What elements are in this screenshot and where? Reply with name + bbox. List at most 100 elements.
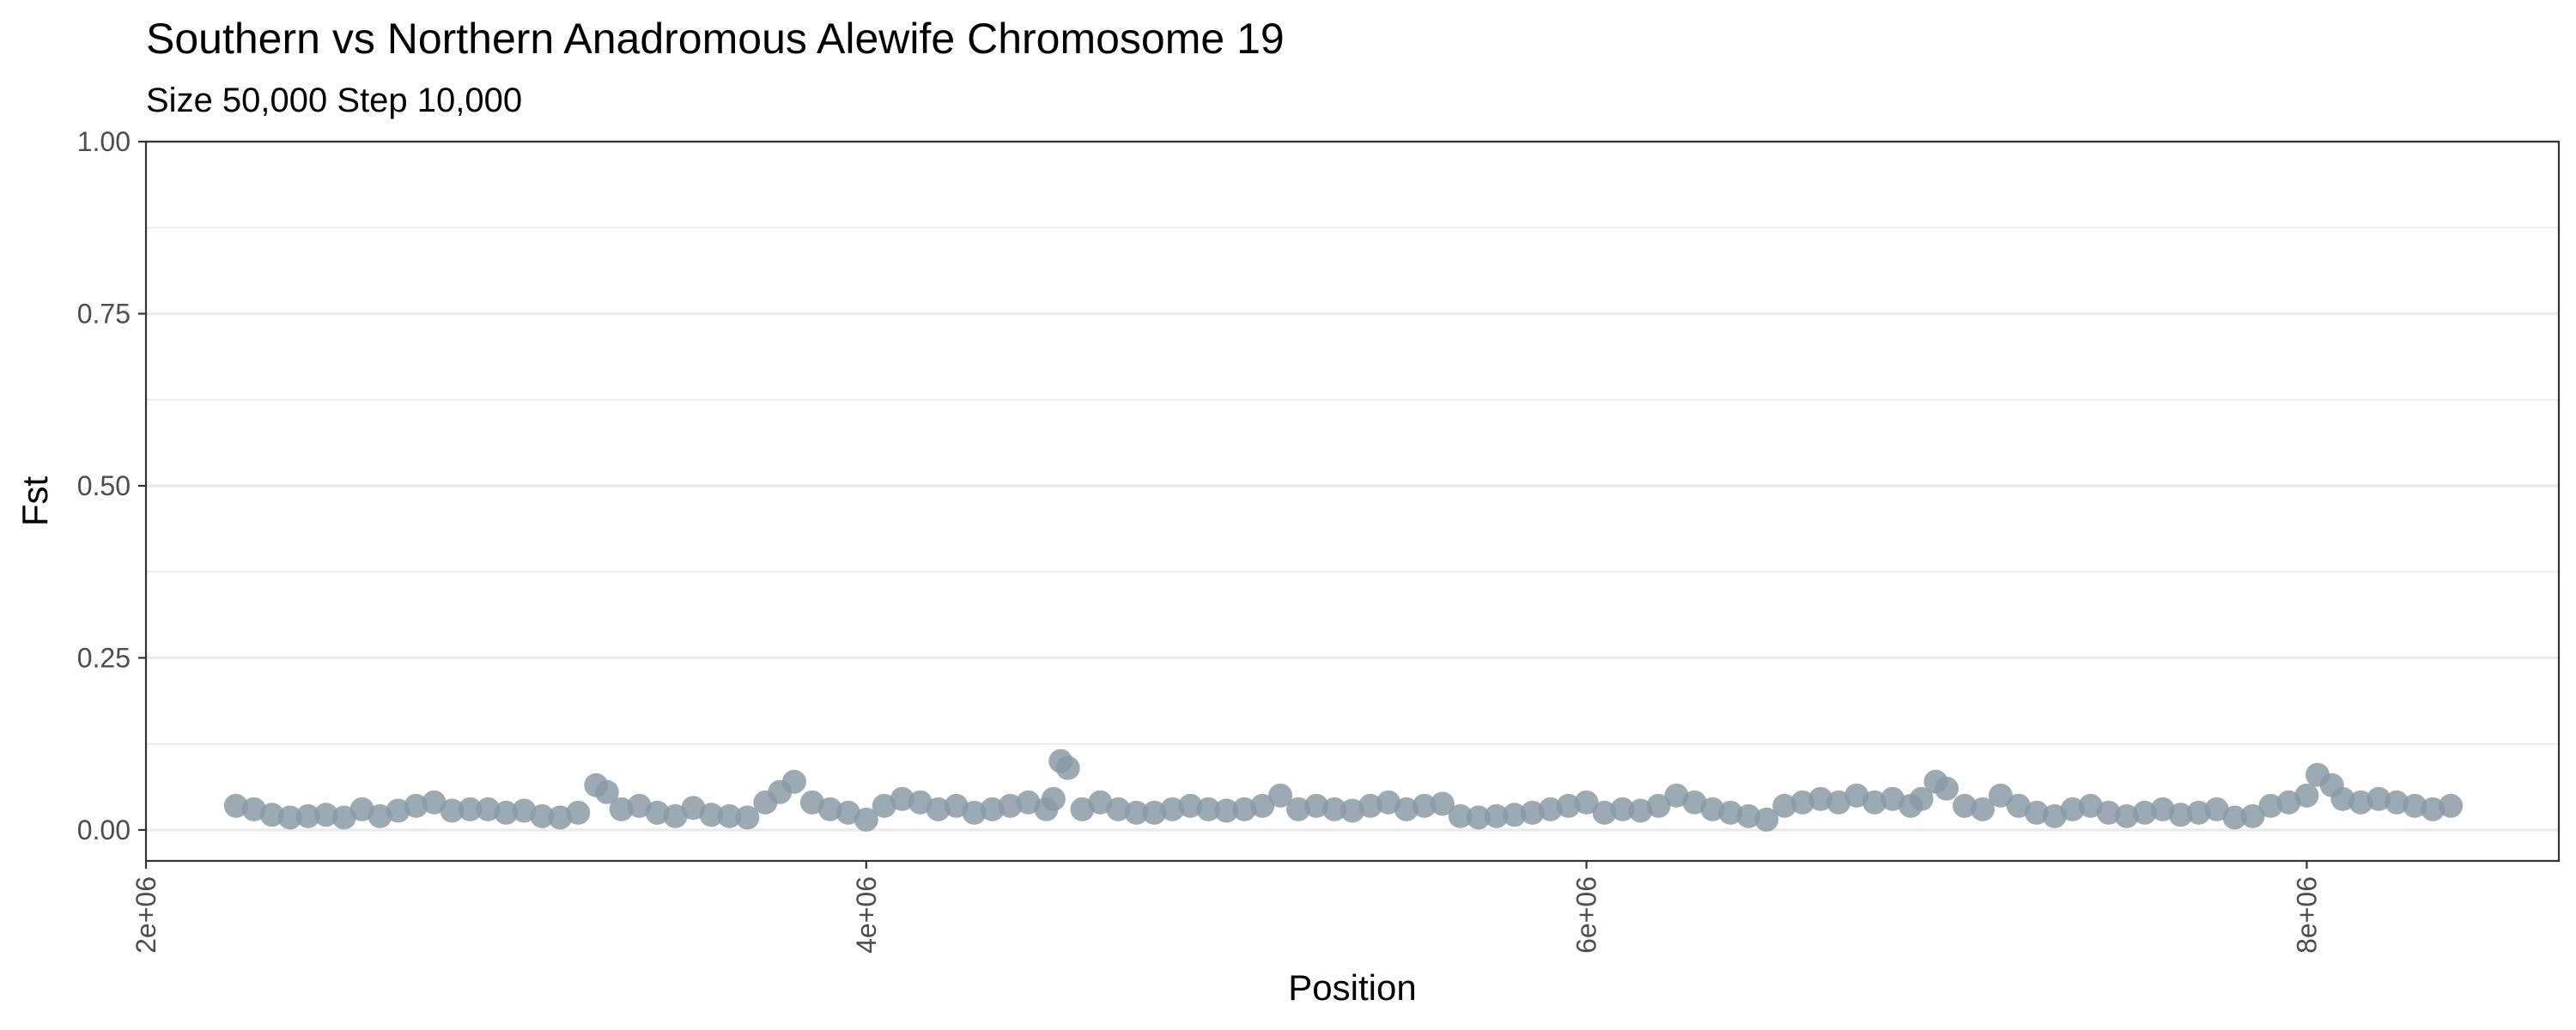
y-tick-label: 1.00 xyxy=(77,126,131,157)
data-point xyxy=(2240,803,2265,828)
data-point xyxy=(627,793,652,818)
data-point xyxy=(1055,755,1080,780)
y-tick-label: 0.25 xyxy=(77,642,131,673)
data-points xyxy=(223,748,2464,832)
data-point xyxy=(681,796,706,821)
data-point xyxy=(1502,803,1527,827)
data-point xyxy=(2132,800,2157,825)
data-point xyxy=(2204,797,2229,821)
data-point xyxy=(699,803,724,827)
data-point xyxy=(2276,790,2301,815)
data-point xyxy=(1682,790,1707,815)
x-axis: 2e+06 4e+06 6e+06 8e+06 xyxy=(131,861,2322,954)
x-tick-label: 4e+06 xyxy=(851,876,882,954)
data-point xyxy=(1124,800,1149,825)
data-point xyxy=(1790,790,1815,815)
data-point xyxy=(1952,793,1977,818)
data-point xyxy=(2042,803,2067,828)
data-point xyxy=(1718,800,1743,825)
data-point xyxy=(530,803,555,828)
data-point xyxy=(1880,786,1905,811)
x-tick-label: 2e+06 xyxy=(131,876,161,954)
chart-subtitle: Size 50,000 Step 10,000 xyxy=(146,82,522,119)
data-point xyxy=(1412,793,1437,818)
data-point xyxy=(1628,798,1653,823)
data-point xyxy=(259,803,284,827)
data-point xyxy=(980,797,1005,821)
data-point xyxy=(1340,798,1364,823)
data-point xyxy=(817,797,842,821)
data-point xyxy=(998,793,1023,818)
data-point xyxy=(2168,803,2193,827)
data-point xyxy=(1304,793,1329,818)
data-point xyxy=(1700,797,1725,821)
data-point xyxy=(2258,793,2283,818)
data-point xyxy=(2294,783,2319,808)
data-point xyxy=(594,779,619,804)
data-point xyxy=(2403,793,2427,818)
data-point xyxy=(781,769,806,794)
chart-title: Southern vs Northern Anadromous Alewife … xyxy=(146,15,1285,63)
data-point xyxy=(1106,797,1131,821)
data-point xyxy=(2385,790,2409,815)
data-point xyxy=(386,798,410,823)
data-point xyxy=(735,805,760,830)
data-point xyxy=(1484,803,1509,828)
data-point xyxy=(2006,793,2031,818)
data-point xyxy=(1826,790,1851,815)
data-point xyxy=(872,793,896,818)
data-point xyxy=(717,803,742,828)
data-point xyxy=(1178,793,1203,818)
y-tick-label: 0.50 xyxy=(77,470,131,501)
data-point xyxy=(2060,797,2085,821)
data-point xyxy=(799,790,824,815)
data-point xyxy=(1070,797,1095,821)
data-point xyxy=(835,800,860,825)
data-point xyxy=(1970,797,1995,821)
x-tick-label: 6e+06 xyxy=(1571,876,1602,954)
data-point xyxy=(1430,791,1455,816)
data-point xyxy=(1844,783,1869,808)
data-point xyxy=(890,786,914,811)
data-point xyxy=(295,803,320,828)
data-point xyxy=(1736,803,1761,828)
data-point xyxy=(2366,786,2391,811)
data-point xyxy=(1250,793,1275,818)
y-tick-label: 0.00 xyxy=(77,815,131,845)
data-point xyxy=(1322,797,1347,821)
data-point xyxy=(2186,800,2211,825)
data-point xyxy=(494,800,519,825)
data-point xyxy=(1988,783,2013,808)
data-point xyxy=(476,797,501,821)
data-point xyxy=(1664,783,1689,808)
data-point xyxy=(1196,797,1221,821)
x-axis-title: Position xyxy=(1288,967,1416,1008)
data-point xyxy=(331,805,356,830)
data-point xyxy=(458,797,483,821)
data-point xyxy=(926,797,951,821)
data-point xyxy=(1394,797,1419,821)
data-point xyxy=(2078,793,2103,818)
grid-lines xyxy=(146,140,2559,832)
data-point xyxy=(1520,800,1545,825)
data-point xyxy=(609,797,634,821)
data-point xyxy=(1862,790,1887,815)
data-point xyxy=(1268,783,1293,808)
data-point xyxy=(1376,790,1400,815)
data-point xyxy=(2439,793,2464,818)
data-point xyxy=(2222,805,2247,830)
data-point xyxy=(1358,793,1382,818)
data-point xyxy=(1286,797,1311,821)
data-point xyxy=(440,798,465,823)
data-point xyxy=(1232,797,1257,821)
data-point xyxy=(1909,786,1934,811)
data-point xyxy=(349,797,374,821)
data-point xyxy=(404,793,428,818)
data-point xyxy=(2421,797,2445,821)
data-point xyxy=(1646,793,1671,818)
data-point xyxy=(1592,800,1617,825)
data-point xyxy=(1556,793,1581,818)
data-point xyxy=(645,800,670,825)
data-point xyxy=(548,805,573,830)
